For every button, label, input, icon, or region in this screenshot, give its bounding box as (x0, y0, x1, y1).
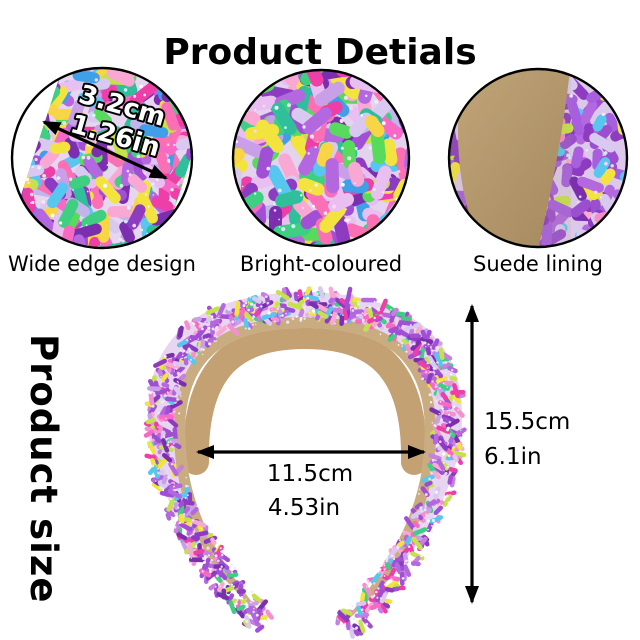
height-inch-label: 6.1in (484, 445, 542, 470)
caption-suede-lining: Suede lining (473, 252, 603, 277)
detail-photo-bright-coloured (231, 68, 411, 248)
suede-lining-inner (196, 336, 414, 462)
width-inch-label: 4.53in (224, 496, 384, 521)
detail-photo-suede-lining (447, 67, 629, 249)
width-cm-label: 11.5cm (230, 462, 390, 487)
caption-wide-edge: Wide edge design (8, 252, 196, 277)
product-size-label: Product size (25, 334, 62, 603)
caption-bright-coloured: Bright-coloured (240, 252, 402, 277)
detail-photo-wide-edge: 3.2cm 1.26in (10, 66, 194, 250)
product-infographic: Product Detials 3.2cm 1.26in (0, 0, 640, 640)
height-cm-label: 15.5cm (484, 410, 570, 435)
